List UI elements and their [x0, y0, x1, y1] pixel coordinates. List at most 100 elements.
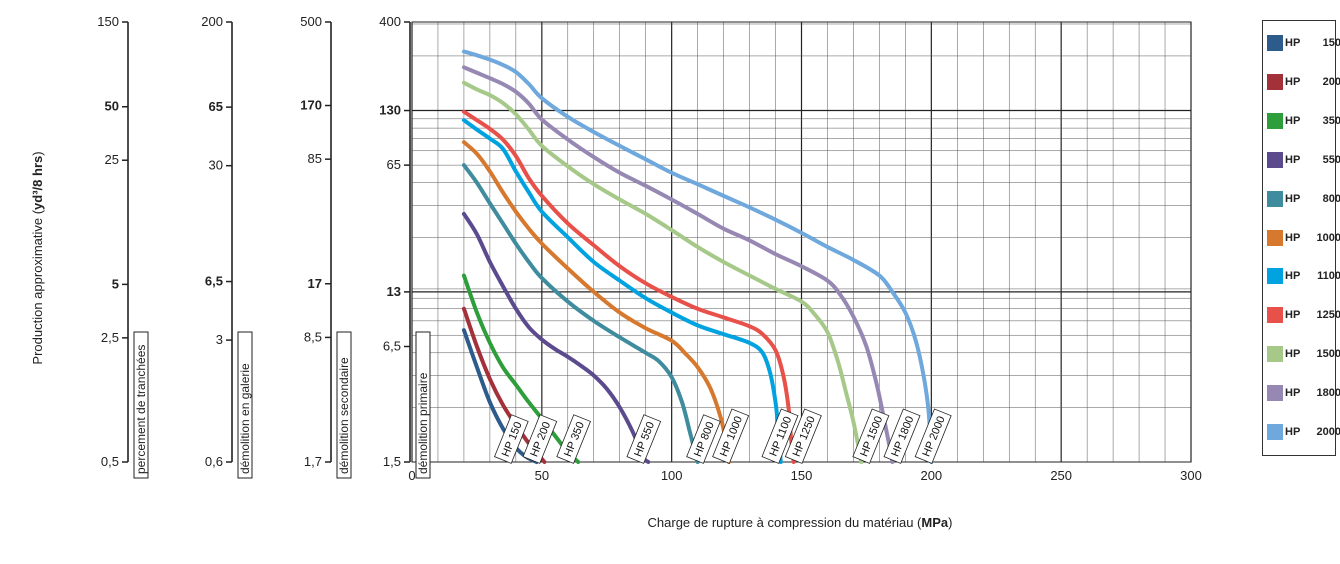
curve-label-box — [761, 408, 799, 464]
legend-hp-label: HP — [1285, 387, 1301, 400]
legend-swatch — [1267, 35, 1283, 51]
series-line — [461, 65, 895, 464]
scale-tick-label: 170 — [300, 98, 322, 113]
scale-tick-label: 50 — [105, 99, 119, 114]
scale-name-box — [415, 331, 431, 479]
curves — [461, 49, 934, 464]
legend-item: HP 1250 — [1267, 306, 1340, 324]
scale-tick-label: 17 — [308, 276, 322, 291]
curve-label-box — [626, 414, 662, 464]
scale-tick-label: 6,5 — [383, 338, 401, 353]
curve-label: HP 350 — [556, 414, 592, 464]
legend-hp-value: 350 — [1322, 114, 1340, 127]
curve-label-box — [784, 408, 822, 464]
scale-tick-label: 30 — [209, 158, 223, 173]
legend-hp-label: HP — [1285, 426, 1301, 438]
curve-label-box — [494, 414, 529, 464]
curve-label-box — [556, 414, 592, 464]
series-line — [461, 49, 934, 464]
legend-swatch — [1267, 112, 1283, 129]
scale-tick-label: 0,5 — [101, 454, 119, 469]
scale-tick-label: 5 — [112, 276, 119, 291]
legend-hp-label: HP — [1285, 192, 1301, 205]
scale-name-box — [336, 331, 352, 479]
legend-item: HP 1800 — [1267, 384, 1340, 402]
legend-item: HP 550 — [1267, 151, 1340, 169]
legend: HP 150 HP 200 HP 350 HP 550 HP 800 HP 1000 HP 1100 HP 1… — [1262, 20, 1340, 456]
legend-hp-label: HP — [1285, 75, 1301, 88]
legend-swatch — [1267, 307, 1283, 324]
scale-tick-label: 8,5 — [304, 329, 322, 344]
legend-item: HP 1100 — [1267, 267, 1340, 285]
series-line — [461, 118, 783, 464]
x-tick-label: 50 — [535, 468, 549, 483]
grid — [411, 21, 1192, 463]
legend-hp-label: HP — [1285, 153, 1301, 166]
scale-name-box — [237, 331, 253, 479]
series-line — [461, 163, 700, 464]
y-axis-title-suffix: ) — [30, 151, 45, 155]
series-line — [461, 140, 731, 464]
y-axis-title-prefix: Production approximative ( — [30, 209, 45, 364]
legend-hp-label: HP — [1285, 37, 1301, 49]
legend-hp-value: 1000 — [1316, 231, 1340, 244]
legend-swatch — [1267, 151, 1283, 168]
legend-item: HP 200 — [1267, 73, 1340, 91]
scale-tick-label: 65 — [387, 157, 401, 172]
x-tick-label: 200 — [920, 468, 942, 483]
x-tick-label: 300 — [1180, 468, 1202, 483]
curve-label: HP 2000 — [914, 408, 952, 464]
scale-tick-label: 6,5 — [205, 274, 223, 289]
legend-swatch — [1267, 268, 1283, 285]
legend-swatch — [1267, 190, 1283, 207]
curve-labels: HP 150 HP 200 HP 350 HP 550 HP 800 HP 1000 HP … — [494, 408, 952, 464]
scale-name-box — [133, 331, 149, 479]
legend-item: HP 350 — [1267, 112, 1340, 130]
x-tick-label: 100 — [661, 468, 683, 483]
curve-label-box — [686, 414, 721, 464]
scale-tick-label: 1,5 — [383, 454, 401, 469]
x-axis-title-suffix: ) — [948, 515, 952, 530]
scale-tick-label: 150 — [97, 14, 119, 29]
scale-name-label: démolition en galerie — [238, 363, 252, 474]
legend-hp-value: 800 — [1322, 192, 1340, 205]
legend-hp-value: 1800 — [1316, 387, 1340, 400]
curve-label-box — [522, 414, 558, 464]
legend-item: HP 150 — [1267, 34, 1340, 52]
y-axis-title-unit: yd³/8 hrs — [30, 156, 45, 210]
legend-hp-value: 150 — [1322, 37, 1340, 49]
legend-swatch — [1267, 73, 1283, 90]
legend-hp-label: HP — [1285, 309, 1301, 322]
curve-label-box — [883, 408, 921, 464]
scale-name-label: démolition primaire — [416, 372, 430, 474]
x-tick-label: 150 — [791, 468, 813, 483]
legend-item: HP 1000 — [1267, 229, 1340, 247]
legend-item: HP 1500 — [1267, 345, 1340, 363]
scale-tick-label: 13 — [387, 284, 401, 299]
x-axis-title-unit: MPa — [921, 515, 949, 530]
x-axis-title: Charge de rupture à compression du matér… — [648, 515, 953, 530]
legend-hp-value: 1100 — [1317, 270, 1340, 283]
scale-name-label: démolition secondaire — [337, 357, 351, 474]
curve-label: HP 150 — [494, 414, 529, 464]
scale-name-label: percement de tranchées — [134, 345, 148, 474]
legend-swatch — [1267, 424, 1283, 440]
x-tick-label: 250 — [1050, 468, 1072, 483]
legend-swatch — [1267, 229, 1283, 246]
x-axis-title-prefix: Charge de rupture à compression du matér… — [648, 515, 923, 530]
x-tick-label: 0 — [408, 468, 415, 483]
scale-tick-label: 0,6 — [205, 454, 223, 469]
scale-tick-label: 25 — [105, 152, 119, 167]
scale-tick-label: 1,7 — [304, 454, 322, 469]
legend-hp-value: 1500 — [1316, 348, 1340, 361]
scale-tick-label: 400 — [379, 14, 401, 29]
series-line — [461, 211, 651, 464]
legend-hp-label: HP — [1285, 348, 1301, 361]
legend-hp-label: HP — [1285, 114, 1301, 127]
curve-label: HP 550 — [626, 414, 662, 464]
axes: 150 50 25 5 2,5 0,5 percement de tranchées 200 6… — [97, 14, 1202, 483]
scale-tick-label: 3 — [216, 332, 223, 347]
legend-hp-value: 550 — [1322, 153, 1340, 166]
curve-label-box — [914, 408, 952, 464]
